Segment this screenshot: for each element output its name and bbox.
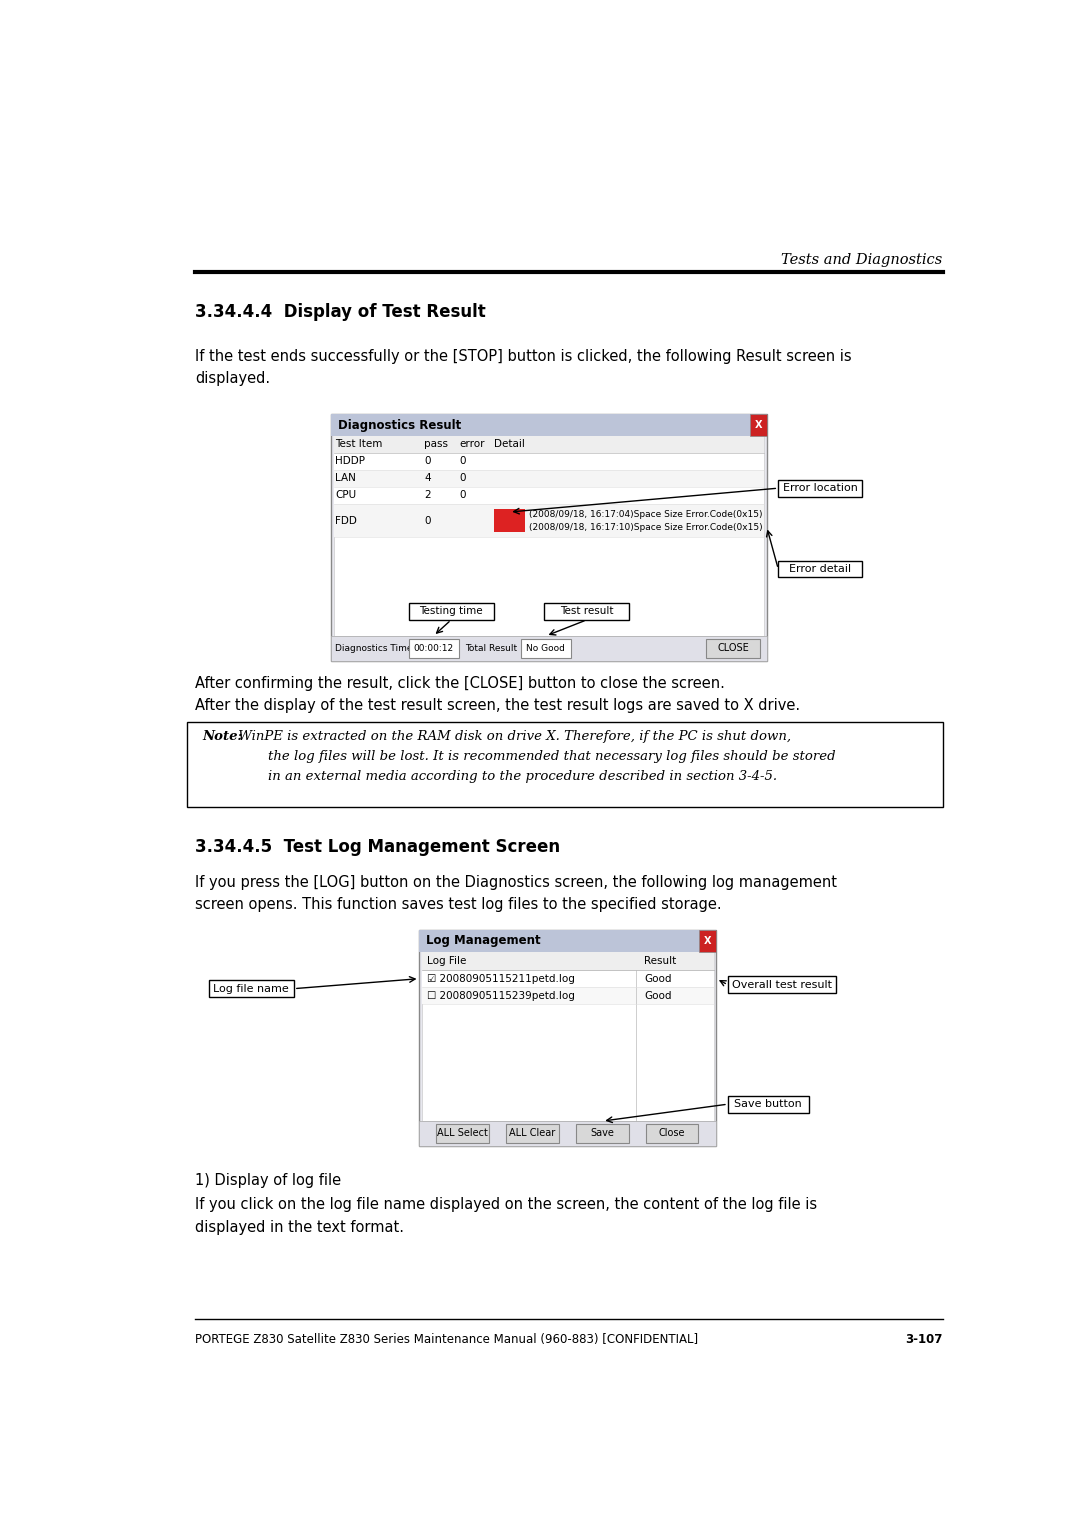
Bar xyxy=(334,435,765,452)
Bar xyxy=(507,1124,559,1142)
Bar xyxy=(521,640,571,658)
Bar xyxy=(544,603,630,620)
Text: LAN: LAN xyxy=(335,473,355,483)
Bar xyxy=(419,930,716,1145)
Bar xyxy=(646,1124,699,1142)
Bar xyxy=(332,637,767,661)
Text: HDDP: HDDP xyxy=(335,457,365,466)
Text: pass: pass xyxy=(424,440,448,449)
Text: X: X xyxy=(754,420,761,431)
Text: X: X xyxy=(704,936,712,945)
Text: Close: Close xyxy=(659,1128,686,1139)
Bar xyxy=(408,640,459,658)
Bar xyxy=(422,951,714,970)
Bar xyxy=(728,976,836,993)
Text: 0: 0 xyxy=(424,457,431,466)
Text: Good: Good xyxy=(644,974,672,983)
Text: Log Management: Log Management xyxy=(427,935,541,947)
Text: 0: 0 xyxy=(459,490,465,499)
Text: If you press the [LOG] button on the Diagnostics screen, the following log manag: If you press the [LOG] button on the Dia… xyxy=(195,875,837,912)
Bar xyxy=(422,986,714,1005)
Bar xyxy=(494,508,525,533)
Text: Overall test result: Overall test result xyxy=(732,980,832,989)
Bar xyxy=(706,640,760,658)
Text: Total Result: Total Result xyxy=(465,644,517,654)
Text: Result: Result xyxy=(644,956,676,967)
Bar xyxy=(422,970,714,986)
Text: Good: Good xyxy=(644,991,672,1000)
Text: CPU: CPU xyxy=(335,490,356,499)
Text: Diagnostics Time: Diagnostics Time xyxy=(335,644,413,654)
Text: If the test ends successfully or the [STOP] button is clicked, the following Res: If the test ends successfully or the [ST… xyxy=(195,348,852,386)
Text: Testing time: Testing time xyxy=(419,606,483,617)
Text: 0: 0 xyxy=(459,473,465,483)
Text: Save: Save xyxy=(591,1128,615,1139)
Bar xyxy=(779,479,862,496)
Bar xyxy=(436,1124,489,1142)
Bar xyxy=(408,603,494,620)
Bar xyxy=(208,980,294,997)
Text: Error detail: Error detail xyxy=(789,563,851,574)
Text: 4: 4 xyxy=(424,473,431,483)
Text: ALL Clear: ALL Clear xyxy=(510,1128,556,1139)
Bar xyxy=(334,504,765,538)
Bar xyxy=(332,414,767,435)
Text: Test result: Test result xyxy=(561,606,613,617)
Text: 2: 2 xyxy=(424,490,431,499)
Bar xyxy=(334,470,765,487)
Bar xyxy=(332,414,767,661)
Text: 1) Display of log file: 1) Display of log file xyxy=(195,1173,341,1188)
Text: CLOSE: CLOSE xyxy=(717,643,750,654)
Text: (2008/09/18, 16:17:10)Space Size Error.Code(0x15): (2008/09/18, 16:17:10)Space Size Error.C… xyxy=(529,522,762,531)
Text: After the display of the test result screen, the test result logs are saved to X: After the display of the test result scr… xyxy=(195,698,800,713)
Text: Log File: Log File xyxy=(428,956,467,967)
Bar xyxy=(334,435,765,637)
Bar xyxy=(419,1121,716,1145)
Bar xyxy=(728,1096,809,1113)
Text: ☑ 20080905115211petd.log: ☑ 20080905115211petd.log xyxy=(428,974,575,983)
Text: ☐ 20080905115239petd.log: ☐ 20080905115239petd.log xyxy=(428,991,575,1000)
Text: 3-107: 3-107 xyxy=(905,1333,943,1345)
Text: error: error xyxy=(459,440,485,449)
Bar xyxy=(699,930,716,951)
Bar xyxy=(422,951,714,1121)
Bar xyxy=(779,560,862,577)
Text: 3.34.4.4  Display of Test Result: 3.34.4.4 Display of Test Result xyxy=(195,302,486,321)
Text: FDD: FDD xyxy=(335,516,356,525)
Bar xyxy=(576,1124,629,1142)
Text: ALL Select: ALL Select xyxy=(437,1128,488,1139)
Text: WinPE is extracted on the RAM disk on drive X. Therefore, if the PC is shut down: WinPE is extracted on the RAM disk on dr… xyxy=(233,730,836,783)
Text: Detail: Detail xyxy=(494,440,525,449)
Bar xyxy=(334,487,765,504)
Text: Save button: Save button xyxy=(734,1099,802,1109)
Text: 00:00:12: 00:00:12 xyxy=(414,644,454,654)
Bar xyxy=(187,722,943,806)
Text: Tests and Diagnostics: Tests and Diagnostics xyxy=(782,253,943,267)
Text: No Good: No Good xyxy=(526,644,565,654)
Text: Test Item: Test Item xyxy=(335,440,382,449)
Text: 3.34.4.5  Test Log Management Screen: 3.34.4.5 Test Log Management Screen xyxy=(195,838,561,855)
Bar xyxy=(334,452,765,470)
Bar xyxy=(750,414,767,435)
Bar xyxy=(419,930,716,951)
Text: After confirming the result, click the [CLOSE] button to close the screen.: After confirming the result, click the [… xyxy=(195,676,725,692)
Text: 0: 0 xyxy=(424,516,431,525)
Text: Log file name: Log file name xyxy=(214,983,289,994)
Text: 0: 0 xyxy=(459,457,465,466)
Text: Note:: Note: xyxy=(202,730,242,744)
Text: Diagnostics Result: Diagnostics Result xyxy=(338,418,461,432)
Text: PORTEGE Z830 Satellite Z830 Series Maintenance Manual (960-883) [CONFIDENTIAL]: PORTEGE Z830 Satellite Z830 Series Maint… xyxy=(195,1333,699,1345)
Text: Error location: Error location xyxy=(783,483,858,493)
Text: If you click on the log file name displayed on the screen, the content of the lo: If you click on the log file name displa… xyxy=(195,1197,818,1234)
Text: (2008/09/18, 16:17:04)Space Size Error.Code(0x15): (2008/09/18, 16:17:04)Space Size Error.C… xyxy=(529,510,762,519)
